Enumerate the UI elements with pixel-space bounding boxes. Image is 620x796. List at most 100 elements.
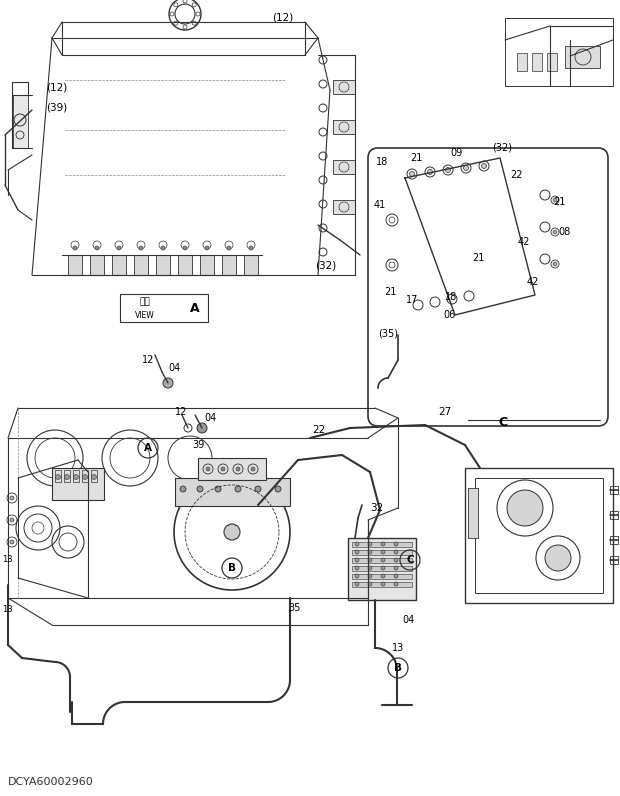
Circle shape [464, 166, 469, 170]
Text: 21: 21 [410, 153, 422, 163]
Bar [610, 486, 618, 494]
Circle shape [139, 246, 143, 250]
Bar [565, 46, 600, 68]
Circle shape [381, 542, 385, 546]
Bar [134, 255, 148, 275]
Circle shape [227, 246, 231, 250]
Bar [547, 53, 557, 71]
Bar [198, 458, 266, 480]
Text: A: A [190, 302, 200, 314]
Circle shape [394, 574, 398, 578]
Circle shape [394, 550, 398, 554]
Bar [610, 536, 618, 544]
Text: 18: 18 [376, 157, 388, 167]
Circle shape [73, 246, 77, 250]
Text: 18: 18 [445, 292, 458, 302]
Text: 17: 17 [406, 295, 419, 305]
Bar [517, 53, 527, 71]
Text: 27: 27 [438, 407, 451, 417]
Bar [505, 18, 613, 86]
Circle shape [221, 467, 225, 471]
Text: 21: 21 [472, 253, 484, 263]
Circle shape [368, 558, 372, 562]
Circle shape [235, 486, 241, 492]
Bar [333, 80, 355, 94]
Circle shape [275, 486, 281, 492]
Text: 22: 22 [510, 170, 523, 180]
Bar [352, 542, 412, 547]
Circle shape [553, 262, 557, 266]
Bar [244, 255, 258, 275]
Text: 08: 08 [558, 227, 570, 237]
Bar [68, 255, 82, 275]
Text: 04: 04 [204, 413, 216, 423]
Bar [333, 120, 355, 134]
Circle shape [381, 550, 385, 554]
Text: A: A [144, 443, 152, 453]
Text: 13: 13 [392, 643, 404, 653]
Bar [610, 511, 618, 519]
Circle shape [355, 582, 359, 586]
Circle shape [10, 496, 14, 500]
Circle shape [82, 474, 87, 479]
Bar [222, 255, 236, 275]
Circle shape [95, 246, 99, 250]
Circle shape [197, 486, 203, 492]
Bar [91, 470, 97, 482]
Bar [64, 470, 70, 482]
Text: 04: 04 [402, 615, 414, 625]
Bar [352, 550, 412, 555]
Bar [13, 95, 28, 148]
Text: 21: 21 [384, 287, 396, 297]
Circle shape [236, 467, 240, 471]
Text: C: C [406, 555, 414, 565]
Bar [610, 556, 618, 564]
Circle shape [381, 558, 385, 562]
Text: C: C [498, 416, 507, 428]
Circle shape [215, 486, 221, 492]
Text: 35: 35 [288, 603, 300, 613]
Text: DCYA60002960: DCYA60002960 [8, 777, 94, 787]
Circle shape [355, 574, 359, 578]
Circle shape [64, 474, 69, 479]
Bar [352, 558, 412, 563]
Text: 09: 09 [450, 148, 463, 158]
Circle shape [545, 545, 571, 571]
Text: 42: 42 [518, 237, 530, 247]
Circle shape [249, 246, 253, 250]
Circle shape [507, 490, 543, 526]
Circle shape [381, 566, 385, 570]
Circle shape [251, 467, 255, 471]
Bar [532, 53, 542, 71]
Bar [90, 255, 104, 275]
Bar [333, 160, 355, 174]
Text: (12): (12) [46, 83, 67, 93]
Bar [156, 255, 170, 275]
Circle shape [56, 474, 61, 479]
Text: B: B [228, 563, 236, 573]
Bar [475, 478, 603, 593]
Text: (12): (12) [272, 13, 293, 23]
Circle shape [117, 246, 121, 250]
Bar [200, 255, 214, 275]
Bar [352, 566, 412, 571]
Bar [468, 488, 478, 538]
Text: 32: 32 [370, 503, 383, 513]
Circle shape [205, 246, 209, 250]
Text: 04: 04 [168, 363, 180, 373]
Text: (35): (35) [378, 328, 398, 338]
Circle shape [10, 540, 14, 544]
Bar [120, 294, 208, 322]
Bar [112, 255, 126, 275]
Circle shape [74, 474, 79, 479]
Circle shape [368, 582, 372, 586]
Circle shape [381, 582, 385, 586]
Text: 41: 41 [374, 200, 386, 210]
Circle shape [197, 423, 207, 433]
Circle shape [368, 566, 372, 570]
Circle shape [206, 467, 210, 471]
Bar [73, 470, 79, 482]
Text: (32): (32) [492, 143, 512, 153]
Text: 13: 13 [2, 606, 12, 615]
Circle shape [10, 518, 14, 522]
